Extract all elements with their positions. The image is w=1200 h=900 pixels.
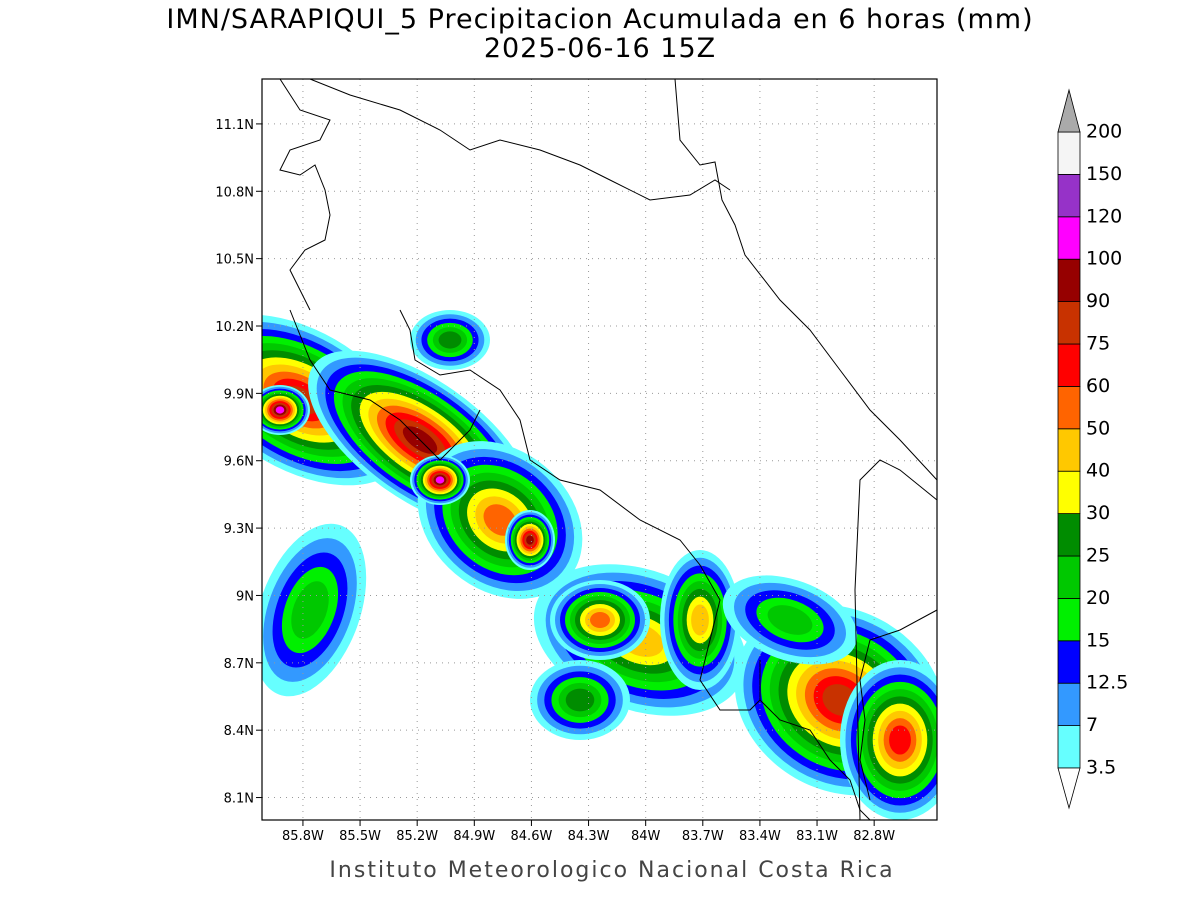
title: IMN/SARAPIQUI_5 Precipitacion Acumulada … bbox=[166, 4, 1033, 35]
precip-contour bbox=[435, 476, 445, 484]
y-tick-label: 8.7N bbox=[224, 657, 254, 672]
coastlines bbox=[279, 79, 937, 820]
colorbar-segment bbox=[1057, 131, 1081, 175]
colorbar-label: 3.5 bbox=[1086, 757, 1116, 779]
precip-contour bbox=[565, 688, 595, 712]
colorbar-segment bbox=[1057, 682, 1081, 727]
colorbar-label: 50 bbox=[1086, 417, 1110, 439]
coastline bbox=[859, 609, 937, 801]
colorbar-segment bbox=[1057, 216, 1081, 260]
precip-contour bbox=[767, 605, 813, 635]
subtitle: 2025-06-16 15Z bbox=[484, 33, 716, 64]
colorbar-label: 120 bbox=[1086, 205, 1122, 227]
colorbar-label: 40 bbox=[1086, 460, 1110, 482]
precipitation-field bbox=[262, 310, 937, 820]
colorbar-segment bbox=[1057, 258, 1081, 303]
colorbar-label: 75 bbox=[1086, 333, 1110, 355]
colorbar-label: 7 bbox=[1086, 714, 1098, 736]
footer: Instituto Meteorologico Nacional Costa R… bbox=[329, 858, 894, 883]
colorbar-label: 150 bbox=[1086, 163, 1122, 185]
colorbar-segment bbox=[1057, 725, 1081, 769]
precip-contour bbox=[691, 604, 709, 636]
colorbar: 3.5 7 12.5 15 20 25 30 40 50 60 75 90 100 120 150 200 bbox=[1057, 88, 1128, 810]
y-tick-label: 9.3N bbox=[224, 522, 254, 537]
colorbar-label: 60 bbox=[1086, 375, 1110, 397]
coastline bbox=[289, 309, 481, 461]
colorbar-label: 100 bbox=[1086, 248, 1122, 270]
x-tick-label: 84.3W bbox=[568, 829, 610, 844]
x-tick-label: 83.7W bbox=[682, 829, 724, 844]
colorbar-segment bbox=[1057, 385, 1081, 430]
y-tick-label: 11.1N bbox=[215, 118, 254, 133]
colorbar-segment bbox=[1057, 513, 1081, 557]
x-tick-label: 84.9W bbox=[453, 829, 495, 844]
grid: 85.8W 85.5W 85.2W 84.9W 84.6W 84.3W 84W 83.7W 83… bbox=[215, 79, 937, 844]
colorbar-label: 90 bbox=[1086, 290, 1110, 312]
colorbar-segment bbox=[1057, 470, 1081, 515]
colorbar-segment bbox=[1057, 555, 1081, 599]
colorbar-over bbox=[1057, 88, 1081, 133]
colorbar-segment bbox=[1057, 598, 1081, 642]
x-tick-label: 83.1W bbox=[796, 829, 838, 844]
precip-contour bbox=[526, 535, 534, 545]
colorbar-label: 12.5 bbox=[1086, 672, 1128, 694]
y-tick-label: 10.2N bbox=[215, 320, 254, 335]
y-tick-label: 9.6N bbox=[224, 455, 254, 470]
colorbar-under bbox=[1057, 767, 1081, 810]
x-tick-label: 84W bbox=[631, 829, 661, 844]
colorbar-label: 15 bbox=[1086, 629, 1110, 651]
precip-contour bbox=[275, 406, 285, 414]
coastline bbox=[759, 660, 871, 820]
precip-contour bbox=[438, 331, 462, 349]
x-tick-label: 85.2W bbox=[396, 829, 438, 844]
x-tick-label: 85.8W bbox=[282, 829, 324, 844]
colorbar-label: 200 bbox=[1086, 121, 1122, 143]
y-tick-label: 9N bbox=[236, 589, 254, 604]
coastline bbox=[279, 79, 331, 311]
x-tick-label: 85.5W bbox=[339, 829, 381, 844]
x-tick-label: 83.4W bbox=[739, 829, 781, 844]
coastline bbox=[854, 459, 937, 820]
colorbar-segment bbox=[1057, 301, 1081, 345]
coastline bbox=[309, 79, 731, 201]
precip-contour bbox=[590, 612, 610, 628]
coastline bbox=[399, 309, 761, 711]
y-tick-label: 9.9N bbox=[224, 387, 254, 402]
y-tick-label: 8.1N bbox=[224, 792, 254, 807]
colorbar-label: 25 bbox=[1086, 545, 1110, 567]
coastline bbox=[674, 79, 937, 481]
colorbar-segment bbox=[1057, 343, 1081, 387]
x-tick-label: 82.8W bbox=[853, 829, 895, 844]
plot-frame bbox=[261, 78, 938, 821]
y-tick-label: 8.4N bbox=[224, 724, 254, 739]
colorbar-label: 20 bbox=[1086, 587, 1110, 609]
precip-contour bbox=[291, 581, 329, 639]
y-tick-label: 10.8N bbox=[215, 185, 254, 200]
colorbar-segment bbox=[1057, 428, 1081, 472]
precip-contour bbox=[889, 725, 911, 755]
colorbar-label: 30 bbox=[1086, 502, 1110, 524]
x-tick-label: 84.6W bbox=[511, 829, 553, 844]
y-tick-label: 10.5N bbox=[215, 253, 254, 268]
colorbar-segment bbox=[1057, 173, 1081, 218]
colorbar-segment bbox=[1057, 640, 1081, 684]
